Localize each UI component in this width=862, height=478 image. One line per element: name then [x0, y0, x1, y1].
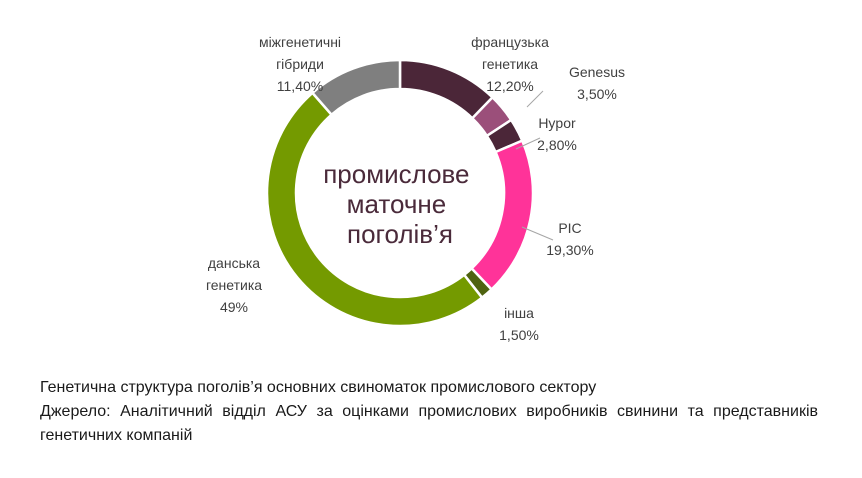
leader-line — [526, 90, 544, 108]
slice-label-line: 19,30% — [546, 242, 593, 258]
slice-label: міжгенетичні гібриди 11,40% — [259, 34, 341, 94]
slice-label-line: 3,50% — [577, 86, 617, 102]
donut-slice — [469, 138, 535, 292]
leader-line — [515, 137, 541, 150]
slice-label-line: генетика — [482, 56, 538, 72]
slice-label-line: 11,40% — [277, 78, 323, 94]
slice-label: PIC 19,30% — [546, 220, 593, 258]
slice-label: Hypor 2,80% — [537, 115, 577, 153]
slice-label: французька генетика 12,20% — [471, 34, 549, 94]
donut-chart: французька генетика 12,20% Genesus 3,50%Hypo… — [206, 34, 625, 343]
slice-label-line: 2,80% — [537, 137, 577, 153]
slice-label-line: 1,50% — [499, 327, 539, 343]
donut-slice — [310, 58, 402, 117]
slice-label-line: Genesus — [569, 64, 625, 80]
slice-label: інша 1,50% — [499, 305, 539, 343]
slice-label-line: 12,20% — [486, 78, 533, 94]
slice-label-line: данська — [208, 255, 260, 271]
leader-line — [521, 226, 554, 241]
slice-label-line: гібриди — [276, 56, 324, 72]
slice-label: Genesus 3,50% — [569, 64, 625, 102]
center-label: промислове маточне поголів’я — [323, 159, 477, 249]
slice-label-line: 49% — [220, 299, 248, 315]
slice-label-line: Hypor — [538, 115, 576, 131]
center-line-2: маточне — [347, 189, 447, 219]
center-line-3: поголів’я — [347, 219, 453, 249]
figure-caption: Генетична структура поголів’я основних с… — [40, 379, 597, 396]
slice-label-line: генетика — [206, 277, 262, 293]
slice-label: данська генетика 49% — [206, 255, 262, 315]
slice-label-line: інша — [504, 305, 534, 321]
slice-label-line: PIC — [558, 220, 581, 236]
center-line-1: промислове — [323, 159, 469, 189]
slice-label-line: міжгенетичні — [259, 34, 341, 50]
donut-slice — [265, 91, 484, 328]
donut-slice — [398, 58, 495, 121]
slice-label-line: французька — [471, 34, 549, 50]
source-note: Джерело: Аналітичний відділ АСУ за оцінк… — [40, 403, 818, 444]
